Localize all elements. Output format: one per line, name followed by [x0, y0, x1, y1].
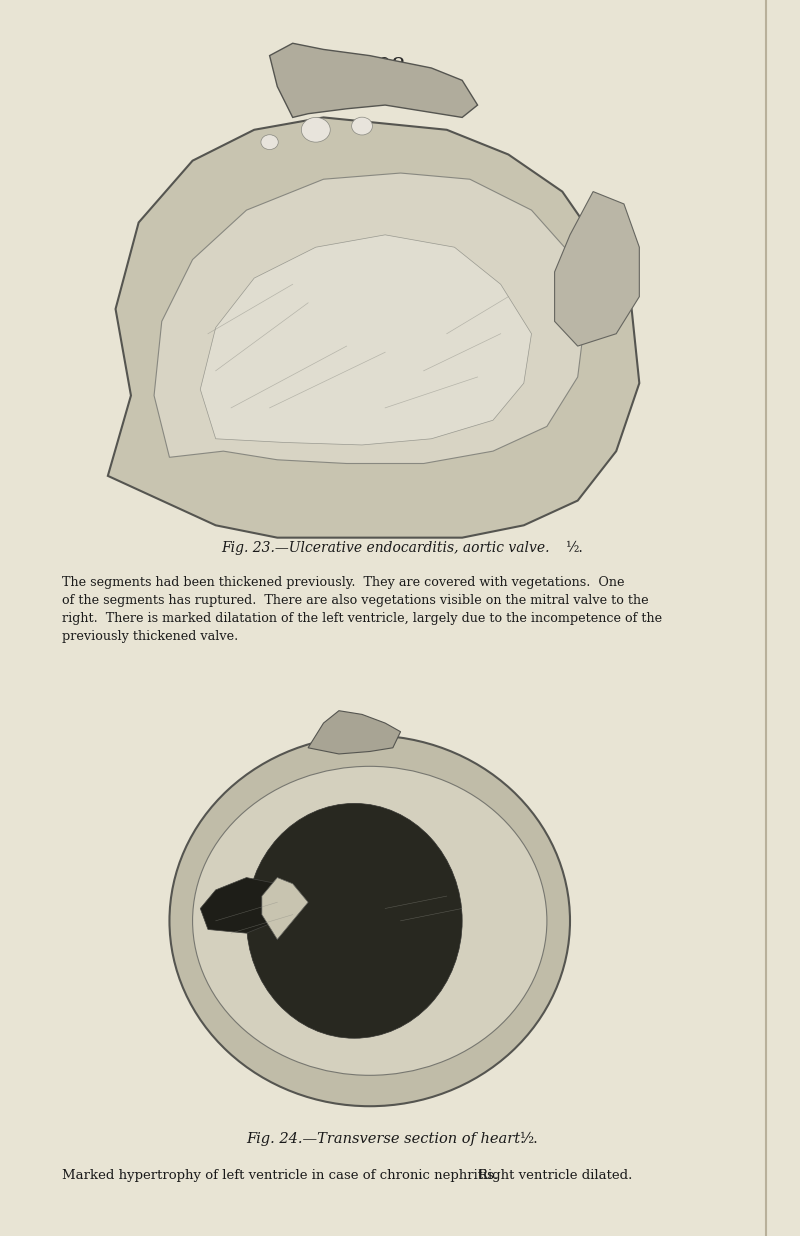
Polygon shape — [262, 878, 308, 939]
Polygon shape — [154, 173, 586, 464]
Text: 408: 408 — [364, 56, 406, 78]
Text: Fig. 23.—Ulcerative endocarditis, aortic valve.: Fig. 23.—Ulcerative endocarditis, aortic… — [221, 541, 550, 555]
Polygon shape — [108, 117, 639, 538]
Ellipse shape — [246, 803, 462, 1038]
Text: Fig. 24.—Transverse section of heart.: Fig. 24.—Transverse section of heart. — [246, 1132, 526, 1146]
Text: ½.: ½. — [520, 1132, 538, 1146]
Ellipse shape — [170, 735, 570, 1106]
Polygon shape — [308, 711, 401, 754]
Ellipse shape — [193, 766, 547, 1075]
Ellipse shape — [352, 117, 373, 135]
Text: Right ventricle dilated.: Right ventricle dilated. — [478, 1169, 632, 1183]
Text: ½.: ½. — [566, 541, 584, 555]
Polygon shape — [270, 43, 478, 117]
Ellipse shape — [302, 117, 330, 142]
Polygon shape — [200, 235, 531, 445]
Polygon shape — [200, 878, 293, 933]
Ellipse shape — [261, 135, 278, 150]
Text: The segments had been thickened previously.  They are covered with vegetations. : The segments had been thickened previous… — [62, 576, 662, 643]
Polygon shape — [554, 192, 639, 346]
Text: Marked hypertrophy of left ventricle in case of chronic nephritis.: Marked hypertrophy of left ventricle in … — [62, 1169, 498, 1183]
